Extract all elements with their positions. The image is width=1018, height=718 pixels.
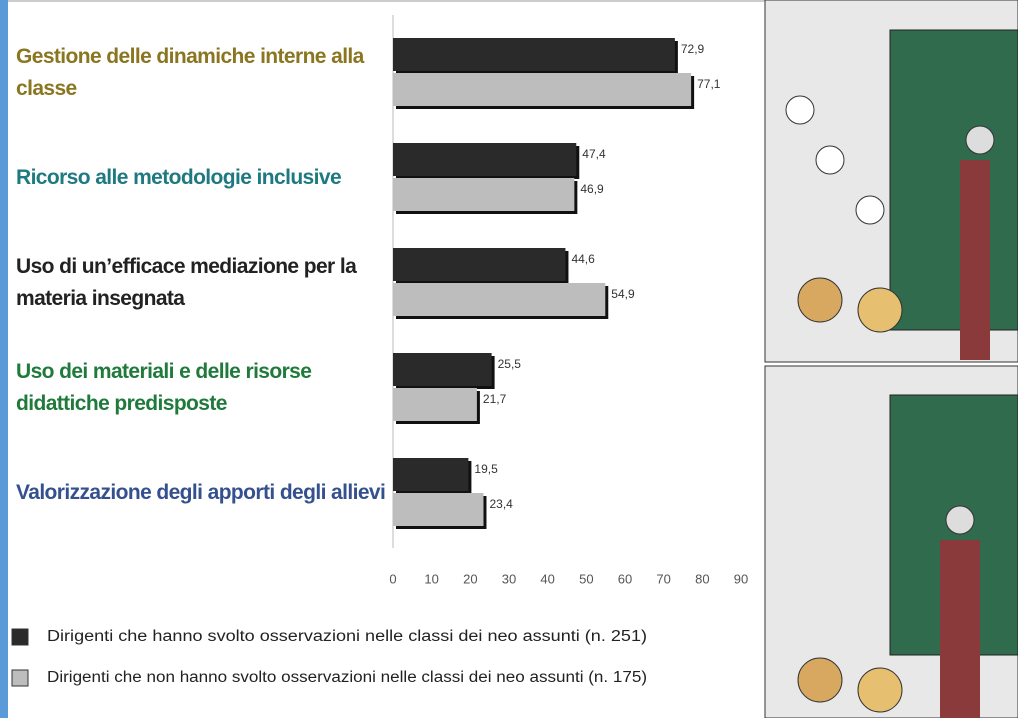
x-tick-label: 40 xyxy=(540,571,554,586)
x-tick-label: 30 xyxy=(502,571,516,586)
page: 0 10 20 30 40 50 60 70 80 90 72,9 77,1 47,4 46,9 44,6 5… xyxy=(0,0,1018,718)
bar xyxy=(393,353,492,386)
value-label: 77,1 xyxy=(697,77,721,91)
bar xyxy=(393,38,675,71)
bar xyxy=(393,73,691,106)
category-label: Ricorso alle metodologie inclusive xyxy=(16,162,386,194)
category-label: Uso dei materiali e delle risorse didatt… xyxy=(16,356,386,420)
x-tick-label: 50 xyxy=(579,571,593,586)
legend-label: Dirigenti che hanno svolto osservazioni … xyxy=(47,628,647,645)
value-label: 46,9 xyxy=(580,182,604,196)
bar xyxy=(393,248,565,281)
value-label: 23,4 xyxy=(489,497,513,511)
value-label: 72,9 xyxy=(681,42,705,56)
x-tick-label: 70 xyxy=(656,571,670,586)
x-tick-label: 60 xyxy=(618,571,632,586)
bar xyxy=(393,458,468,491)
bar xyxy=(393,283,605,316)
value-label: 44,6 xyxy=(571,252,595,266)
value-label: 21,7 xyxy=(483,392,507,406)
x-tick-label: 10 xyxy=(424,571,438,586)
bar xyxy=(393,493,483,526)
category-label: Valorizzazione degli apporti degli allie… xyxy=(16,477,386,509)
legend-swatch xyxy=(12,629,28,645)
x-tick-label: 20 xyxy=(463,571,477,586)
value-label: 19,5 xyxy=(474,462,498,476)
value-label: 25,5 xyxy=(498,357,522,371)
category-label: Uso di un’efficace mediazione per la mat… xyxy=(16,251,386,315)
x-tick-label: 0 xyxy=(389,571,396,586)
value-label: 47,4 xyxy=(582,147,606,161)
comic-bottom xyxy=(765,366,1018,718)
comic-top xyxy=(765,0,1018,362)
legend-label: Dirigenti che non hanno svolto osservazi… xyxy=(47,669,647,686)
bar xyxy=(393,143,576,176)
category-label: Gestione delle dinamiche interne alla cl… xyxy=(16,41,386,105)
bar xyxy=(393,178,574,211)
side-strip xyxy=(0,0,8,718)
x-tick-label: 90 xyxy=(734,571,748,586)
bar xyxy=(393,388,477,421)
legend-swatch xyxy=(12,670,28,686)
x-tick-label: 80 xyxy=(695,571,709,586)
value-label: 54,9 xyxy=(611,287,635,301)
